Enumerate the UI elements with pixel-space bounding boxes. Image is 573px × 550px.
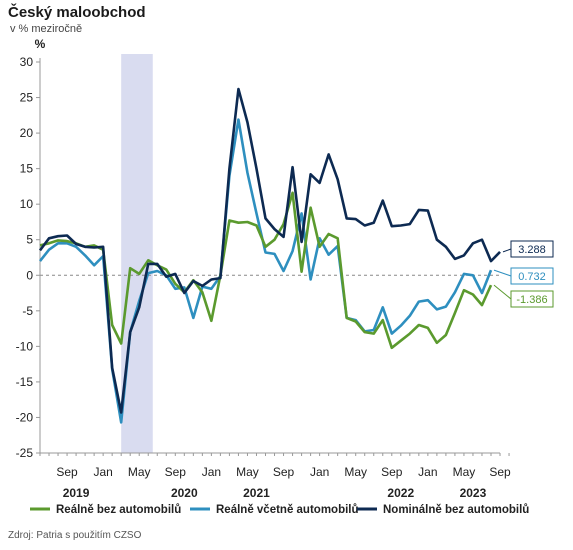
- x-tick-label: Sep: [489, 465, 511, 479]
- x-tick-label: Sep: [56, 465, 78, 479]
- end-label-text: -1.386: [516, 294, 547, 306]
- end-label-2: 0.732: [493, 267, 554, 285]
- x-year-label: 2021: [243, 486, 270, 500]
- x-tick-label: May: [128, 465, 151, 479]
- x-tick-label: May: [236, 465, 259, 479]
- shaded-period: [121, 54, 153, 453]
- y-tick-label: -10: [16, 339, 34, 353]
- y-tick-label: -5: [22, 304, 33, 318]
- end-label-text: 0.732: [518, 271, 546, 283]
- legend-label: Nominálně bez automobilů: [383, 504, 529, 516]
- y-tick-label: 20: [20, 126, 34, 140]
- end-label-1: -1.386: [493, 284, 554, 308]
- series-line-1: [39, 191, 493, 350]
- x-tick-label: May: [453, 465, 476, 479]
- end-label-text: 3.288: [518, 244, 546, 256]
- x-tick-label: Sep: [165, 465, 187, 479]
- y-tick-label: 5: [26, 233, 33, 247]
- y-tick-label: 30: [20, 55, 34, 69]
- y-tick-label: -25: [16, 446, 34, 460]
- y-tick-label: 0: [26, 268, 33, 282]
- chart-subtitle: v % meziročně: [10, 23, 83, 35]
- x-tick-label: Sep: [273, 465, 295, 479]
- legend-label: Reálně včetně automobilů: [216, 504, 359, 516]
- x-tick-label: May: [344, 465, 367, 479]
- y-tick-label: 15: [20, 162, 34, 176]
- x-tick-label: Jan: [310, 465, 329, 479]
- y-tick-label: 25: [20, 91, 34, 105]
- x-year-label: 2019: [63, 486, 90, 500]
- end-label-3: 3.288: [502, 240, 554, 258]
- chart-title: Český maloobchod: [8, 4, 146, 21]
- x-year-label: 2022: [387, 486, 414, 500]
- series-line-2: [38, 118, 493, 424]
- y-axis-unit: %: [35, 37, 46, 51]
- x-tick-label: Jan: [202, 465, 221, 479]
- y-tick-label: -20: [16, 410, 34, 424]
- x-tick-label: Jan: [93, 465, 112, 479]
- y-tick-label: 10: [20, 197, 34, 211]
- legend: Reálně bez automobilů Reálně včetně autom…: [30, 504, 529, 516]
- y-tick-label: -15: [16, 375, 34, 389]
- legend-label: Reálně bez automobilů: [56, 504, 181, 516]
- source-note: Zdroj: Patria s použitím CZSO: [8, 530, 142, 541]
- x-year-label: 2020: [171, 486, 198, 500]
- series-line-3: [38, 87, 501, 414]
- x-year-label: 2023: [460, 486, 487, 500]
- x-tick-label: Sep: [381, 465, 403, 479]
- x-tick-label: Jan: [418, 465, 437, 479]
